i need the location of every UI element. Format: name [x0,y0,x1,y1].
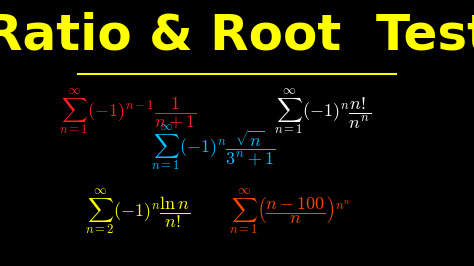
Text: $\sum_{n=1}^{\infty}(-1)^{n}\dfrac{\sqrt{n}}{3^{n}+1}$: $\sum_{n=1}^{\infty}(-1)^{n}\dfrac{\sqrt… [151,124,276,173]
Text: $\sum_{n=2}^{\infty}(-1)^{n}\dfrac{\ln n}{n!}$: $\sum_{n=2}^{\infty}(-1)^{n}\dfrac{\ln n… [85,187,190,236]
Text: $\sum_{n=1}^{\infty}(-1)^{n-1}\dfrac{1}{n+1}$: $\sum_{n=1}^{\infty}(-1)^{n-1}\dfrac{1}{… [59,87,196,136]
Text: $\sum_{n=1}^{\infty}\left(\dfrac{n-100}{n}\right)^{n^{n}}$: $\sum_{n=1}^{\infty}\left(\dfrac{n-100}{… [229,187,351,236]
Text: Ratio & Root  Test: Ratio & Root Test [0,12,474,60]
Text: $\sum_{n=1}^{\infty}(-1)^{n}\dfrac{n!}{n^{n}}$: $\sum_{n=1}^{\infty}(-1)^{n}\dfrac{n!}{n… [274,87,372,136]
